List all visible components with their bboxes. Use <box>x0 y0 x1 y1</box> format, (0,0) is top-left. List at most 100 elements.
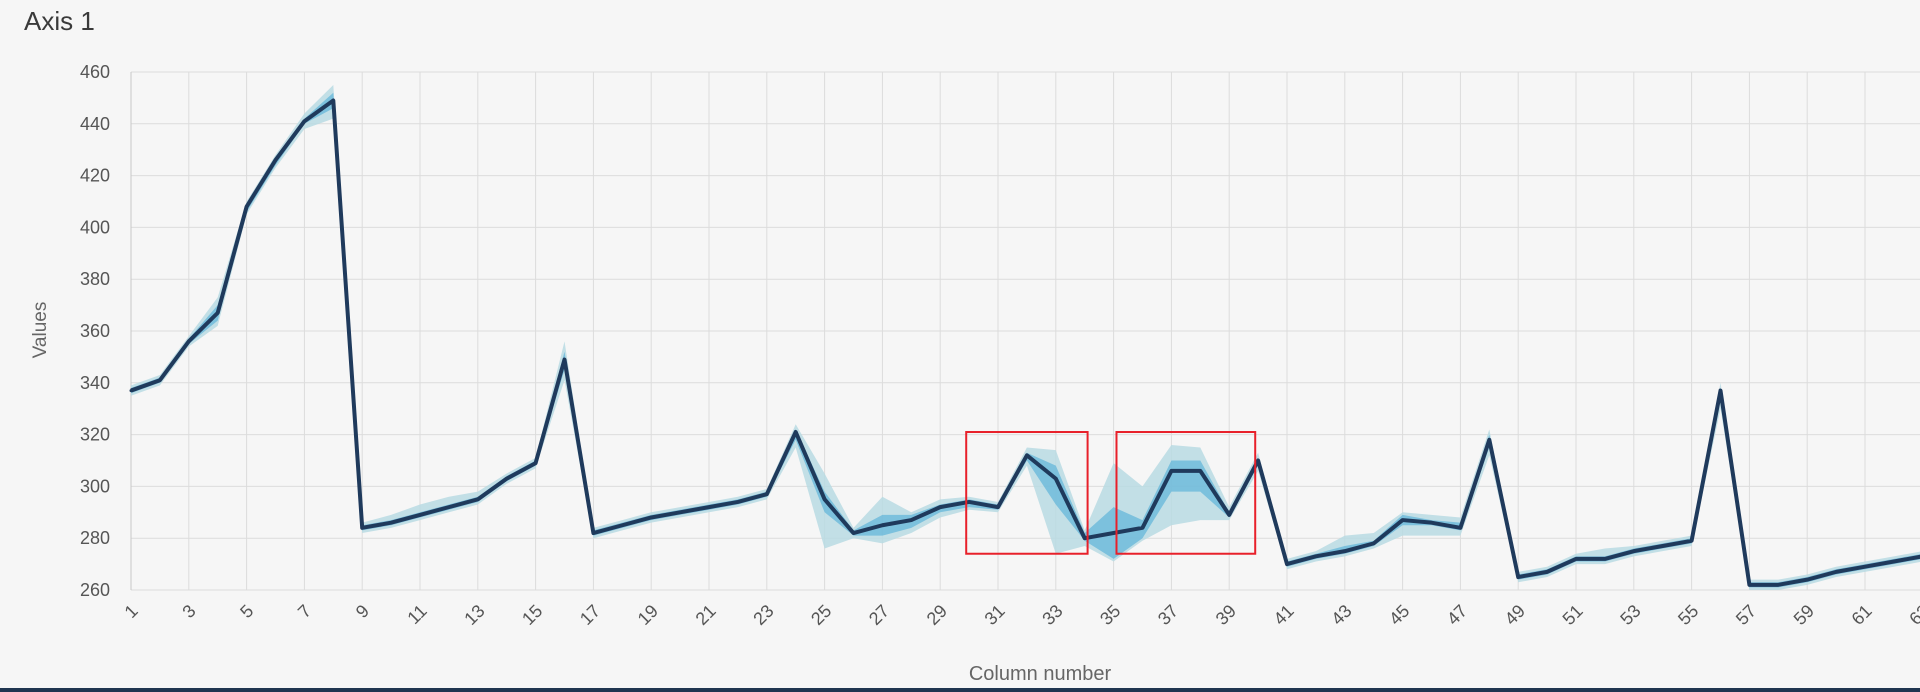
x-tick-label: 17 <box>576 601 604 629</box>
chart-bands <box>131 84 1920 590</box>
highlight-box <box>965 431 1089 555</box>
data-point <box>216 311 220 315</box>
chart-highlights <box>965 431 1257 555</box>
data-point <box>1719 389 1722 393</box>
x-tick-label: 53 <box>1616 601 1644 629</box>
data-point <box>1372 541 1376 545</box>
data-point <box>794 430 798 434</box>
x-tick-label: 15 <box>518 601 546 629</box>
y-tick-label: 400 <box>80 217 110 237</box>
x-tick-label: 43 <box>1327 601 1355 629</box>
data-point <box>1892 560 1896 564</box>
x-tick-label: 25 <box>807 601 835 629</box>
data-point <box>1198 469 1202 473</box>
data-point <box>1458 526 1462 530</box>
data-point <box>1805 578 1809 582</box>
data-point <box>1227 513 1231 517</box>
data-point <box>1516 575 1520 579</box>
x-tick-label: 27 <box>865 601 893 629</box>
x-tick-label: 3 <box>178 601 199 622</box>
x-tick-label: 39 <box>1212 601 1240 629</box>
data-point <box>274 158 277 162</box>
x-tick-label: 29 <box>923 601 951 629</box>
y-tick-label: 460 <box>80 62 110 82</box>
x-tick-label: 31 <box>981 601 1009 629</box>
x-tick-label: 59 <box>1790 601 1818 629</box>
x-tick-label: 51 <box>1559 601 1587 629</box>
data-point <box>331 98 335 102</box>
data-point <box>389 521 393 525</box>
data-point <box>1256 459 1260 462</box>
highlight-box <box>1115 431 1257 555</box>
data-point <box>1083 536 1087 540</box>
data-point <box>880 523 884 527</box>
data-point <box>1054 477 1058 481</box>
panel-title: Axis 1 <box>24 6 95 36</box>
x-tick-label: 7 <box>294 601 315 622</box>
data-point <box>1834 570 1838 574</box>
data-point <box>418 513 422 517</box>
data-point <box>129 389 133 393</box>
data-point <box>1285 562 1289 566</box>
chart-points <box>129 98 1896 587</box>
data-point <box>852 531 855 535</box>
x-tick-label: 47 <box>1443 601 1471 629</box>
data-point <box>765 492 769 496</box>
data-point <box>967 500 971 504</box>
data-point <box>1314 554 1318 558</box>
data-point <box>909 518 913 522</box>
x-tick-label: 37 <box>1154 601 1182 629</box>
y-tick-label: 380 <box>80 269 110 289</box>
x-tick-label: 33 <box>1038 601 1066 629</box>
x-tick-label: 9 <box>352 601 373 622</box>
data-point <box>1776 583 1780 587</box>
x-axis-ticks: 1 3 5 7 9 11 13 15 17 19 21 23 25 27 29 31 33 35 37 39 41 43 4… <box>121 601 1920 629</box>
x-tick-label: 57 <box>1732 601 1760 629</box>
x-tick-label: 23 <box>749 601 777 629</box>
data-point <box>360 526 364 530</box>
data-point <box>620 523 624 527</box>
data-point <box>591 531 595 535</box>
data-point <box>563 357 566 361</box>
x-tick-label: 1 <box>121 601 142 622</box>
data-point <box>649 515 653 519</box>
data-point <box>736 500 740 504</box>
data-point <box>476 497 480 501</box>
x-tick-label: 5 <box>236 601 257 622</box>
data-point <box>1401 518 1405 522</box>
data-point <box>158 378 162 382</box>
data-point <box>1747 583 1751 587</box>
x-tick-label: 45 <box>1385 601 1413 629</box>
y-tick-label: 320 <box>80 425 110 445</box>
y-tick-label: 360 <box>80 321 110 341</box>
data-point <box>678 510 682 514</box>
data-point <box>996 505 1000 509</box>
y-tick-label: 280 <box>80 528 110 548</box>
data-point <box>245 205 249 209</box>
data-point <box>1863 565 1867 569</box>
data-point <box>1169 469 1173 473</box>
x-tick-label: 63 <box>1905 601 1920 629</box>
data-point <box>1487 438 1491 442</box>
data-point <box>707 505 711 509</box>
data-point <box>187 339 191 343</box>
data-point <box>1632 549 1636 553</box>
data-point <box>823 497 827 501</box>
data-point <box>1574 557 1578 561</box>
data-point <box>1545 570 1549 574</box>
x-tick-label: 19 <box>634 601 662 629</box>
data-point <box>505 477 509 481</box>
y-axis-label: Values <box>30 302 51 359</box>
data-point <box>1112 531 1116 535</box>
x-tick-label: 55 <box>1674 601 1702 629</box>
data-point <box>1343 549 1347 553</box>
data-point <box>1141 526 1144 530</box>
window-bottom-border <box>0 688 1920 692</box>
x-tick-label: 35 <box>1096 601 1124 629</box>
confidence-band-outer <box>131 84 1920 590</box>
y-tick-label: 420 <box>80 166 110 186</box>
x-tick-label: 21 <box>692 601 720 629</box>
data-point <box>1025 453 1029 457</box>
data-point <box>938 505 942 509</box>
